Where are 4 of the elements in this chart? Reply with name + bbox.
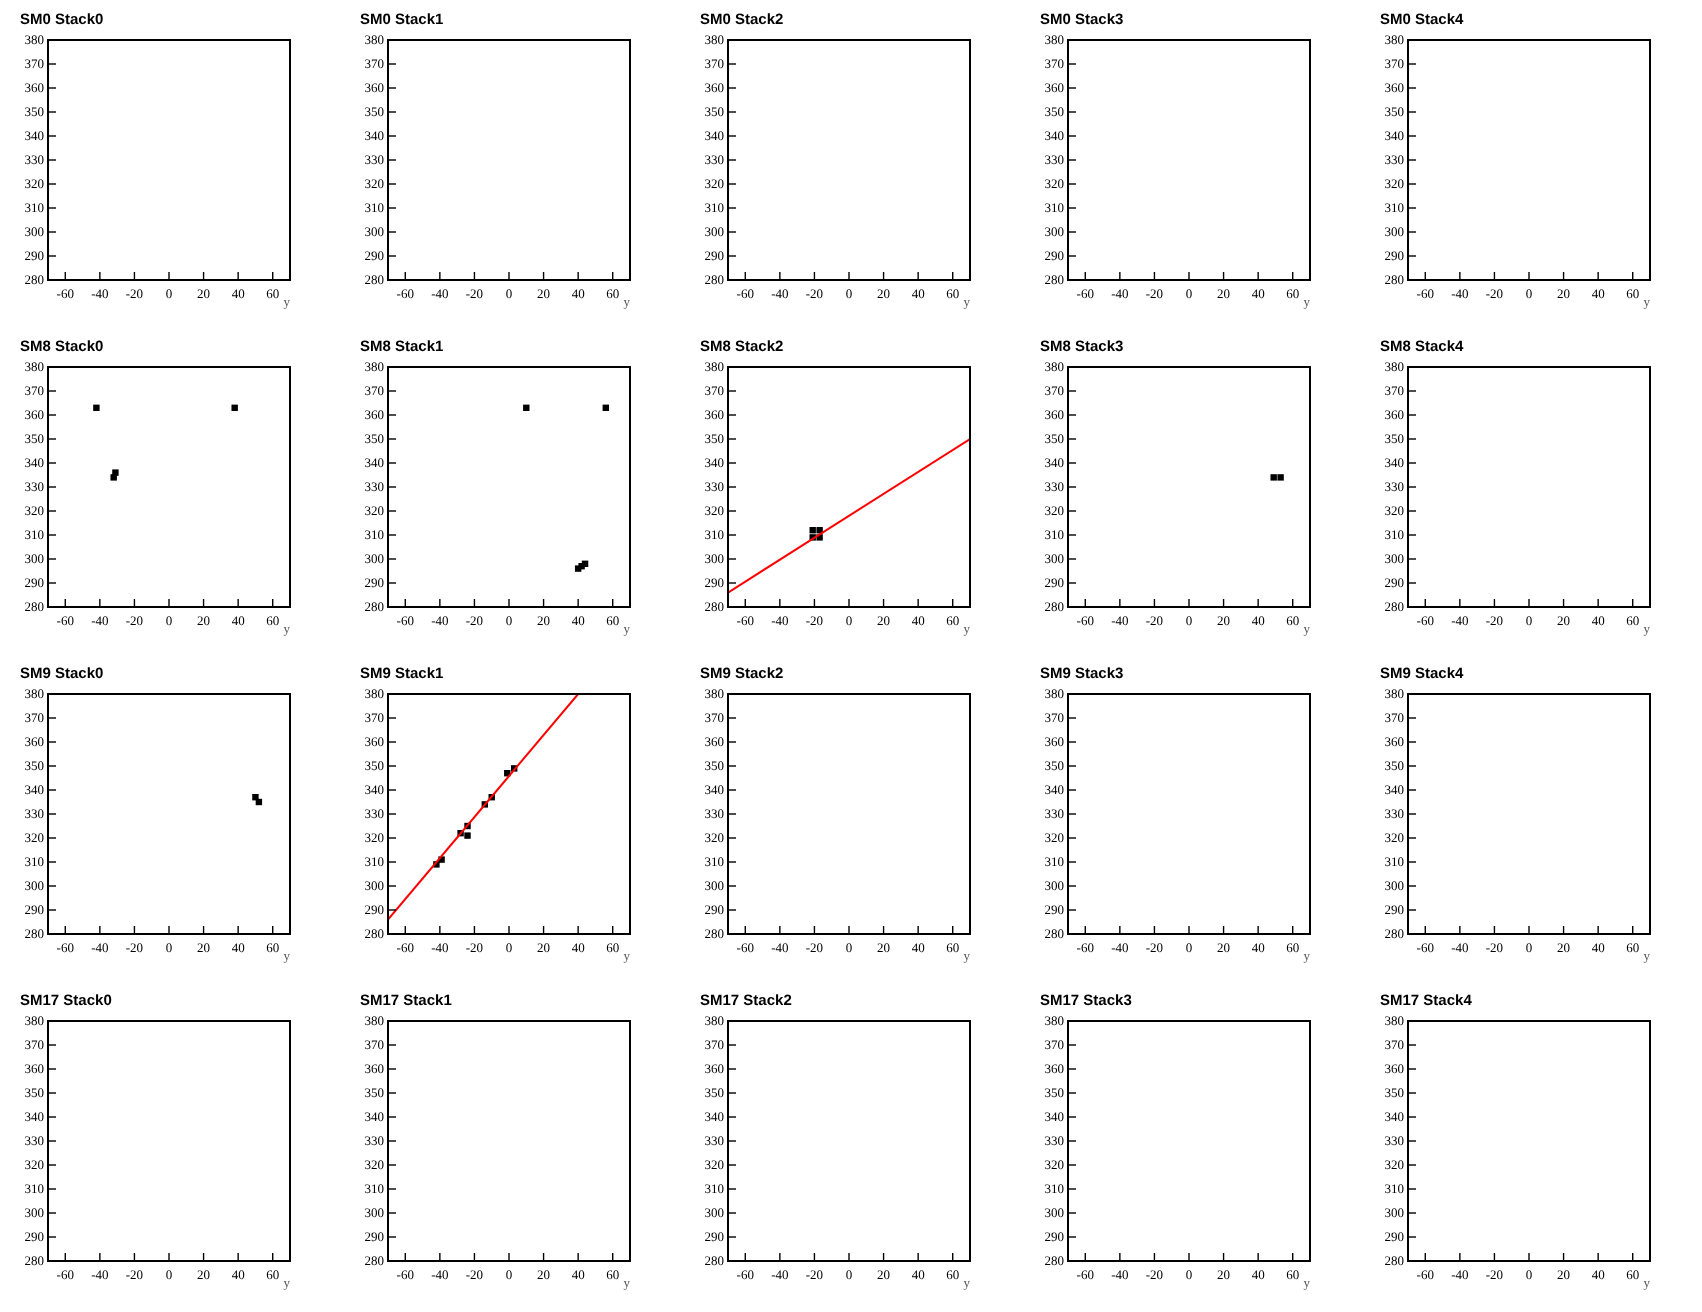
point [112, 469, 119, 476]
point [231, 404, 238, 411]
point [464, 832, 471, 839]
point [93, 404, 100, 411]
